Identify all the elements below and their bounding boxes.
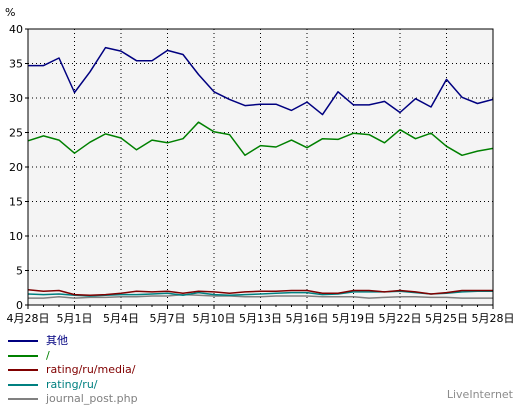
y-tick-label: 15	[9, 196, 23, 209]
legend: 其他 / rating/ru/media/rating/ru/journal_pos…	[8, 334, 138, 407]
legend-swatch	[8, 369, 38, 372]
y-axis-label: %	[5, 6, 15, 19]
legend-item: /	[8, 349, 138, 364]
series-line	[28, 293, 493, 299]
y-tick-label: 35	[9, 58, 23, 71]
legend-swatch	[8, 398, 38, 401]
y-tick-label: 10	[9, 230, 23, 243]
legend-label: rating/ru/media/	[46, 363, 136, 376]
x-tick-label: 5月19日	[332, 312, 375, 325]
y-tick-label: 5	[16, 265, 23, 278]
x-tick-label: 5月22日	[379, 312, 422, 325]
y-tick-label: 20	[9, 161, 23, 174]
y-tick-label: 30	[9, 92, 23, 105]
x-tick-label: 5月13日	[239, 312, 282, 325]
legend-swatch	[8, 354, 38, 357]
x-tick-label: 5月10日	[193, 312, 236, 325]
series-line	[28, 46, 494, 116]
x-tick-label: 5月7日	[150, 312, 186, 325]
x-tick-label: 5月25日	[425, 312, 468, 325]
legend-label: rating/ru/	[46, 377, 98, 391]
gridlines	[28, 29, 493, 305]
x-tick-label: 5月28日	[472, 312, 515, 325]
y-tick-label: 25	[9, 127, 23, 140]
series-line	[27, 121, 494, 157]
legend-label: /	[46, 348, 50, 362]
legend-item: 其他	[8, 334, 138, 349]
legend-item: rating/ru/media/	[8, 363, 138, 378]
legend-swatch	[8, 383, 38, 386]
legend-item: journal_post.php	[8, 392, 138, 407]
x-tick-label: 4月28日	[7, 312, 50, 325]
legend-label: 其他	[46, 334, 68, 347]
series-line	[27, 289, 493, 297]
y-tick-label: 40	[9, 23, 23, 36]
x-tick-label: 5月16日	[286, 312, 329, 325]
x-tick-label: 5月4日	[103, 312, 139, 325]
x-tick-label: 5月1日	[57, 312, 93, 325]
y-tick-label: 0	[16, 299, 23, 312]
series-lines	[27, 46, 494, 299]
legend-label: journal_post.php	[46, 392, 138, 405]
legend-swatch	[8, 340, 38, 343]
legend-item: rating/ru/	[8, 378, 138, 393]
brand-label: LiveInternet	[446, 388, 513, 401]
